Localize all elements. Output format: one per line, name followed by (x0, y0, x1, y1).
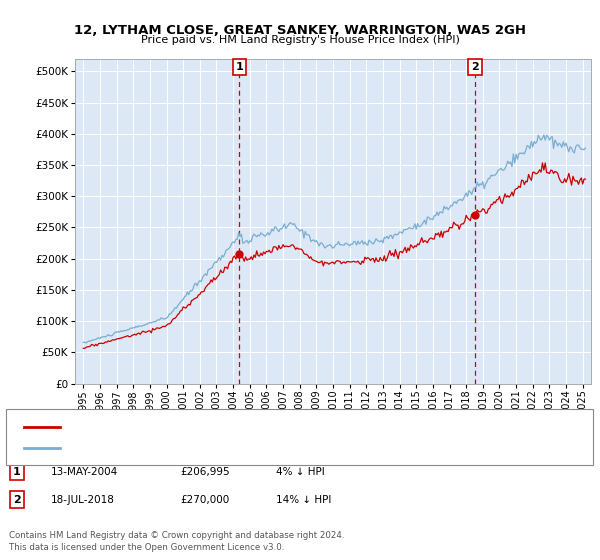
Text: 2: 2 (13, 494, 20, 505)
Text: 12, LYTHAM CLOSE, GREAT SANKEY, WARRINGTON, WA5 2GH: 12, LYTHAM CLOSE, GREAT SANKEY, WARRINGT… (74, 24, 526, 36)
Text: 1: 1 (235, 62, 243, 72)
Text: 12, LYTHAM CLOSE, GREAT SANKEY, WARRINGTON, WA5 2GH (detached house): 12, LYTHAM CLOSE, GREAT SANKEY, WARRINGT… (69, 422, 457, 432)
Text: £270,000: £270,000 (180, 494, 229, 505)
Text: HPI: Average price, detached house, Warrington: HPI: Average price, detached house, Warr… (69, 443, 304, 453)
Text: 13-MAY-2004: 13-MAY-2004 (51, 466, 118, 477)
Text: £206,995: £206,995 (180, 466, 230, 477)
Text: Price paid vs. HM Land Registry's House Price Index (HPI): Price paid vs. HM Land Registry's House … (140, 35, 460, 45)
Text: 18-JUL-2018: 18-JUL-2018 (51, 494, 115, 505)
Text: Contains HM Land Registry data © Crown copyright and database right 2024.
This d: Contains HM Land Registry data © Crown c… (9, 531, 344, 552)
Text: 4% ↓ HPI: 4% ↓ HPI (276, 466, 325, 477)
Text: 2: 2 (471, 62, 479, 72)
Text: 14% ↓ HPI: 14% ↓ HPI (276, 494, 331, 505)
Text: 1: 1 (13, 466, 20, 477)
